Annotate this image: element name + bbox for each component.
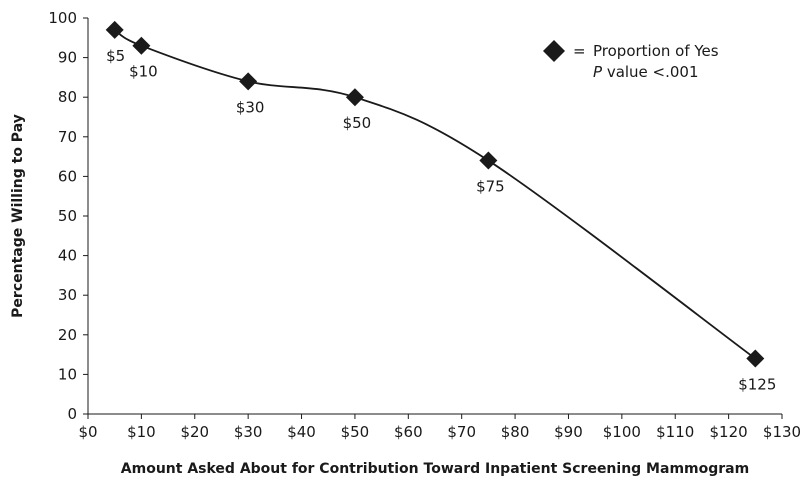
legend-note-rest: value <.001: [602, 63, 698, 81]
x-tick-label: $10: [127, 423, 156, 441]
point-labels: $5$10 $30 $50 $75 $125: [106, 47, 776, 394]
data-point-marker: [105, 20, 124, 39]
legend-note-italic: P: [593, 63, 603, 81]
x-tick-label: $110: [656, 423, 694, 441]
x-tick-label: $20: [180, 423, 209, 441]
y-ticks: 0 10 20 30 40 50 60 70 80 90 100: [48, 9, 88, 423]
y-tick-label: 40: [58, 247, 77, 265]
data-point-label: $5: [106, 47, 125, 65]
legend-label: Proportion of Yes: [593, 42, 719, 60]
data-point-label: $10: [129, 63, 158, 81]
data-point-marker: [479, 151, 498, 170]
legend-marker: [543, 40, 565, 62]
x-tick-label: $90: [554, 423, 583, 441]
y-tick-label: 0: [67, 405, 77, 423]
x-tick-label: $80: [501, 423, 530, 441]
data-point-label: $50: [343, 114, 372, 132]
x-tick-label: $0: [78, 423, 97, 441]
legend-note: P value <.001: [593, 63, 699, 81]
y-axis-title: Percentage Willing to Pay: [10, 114, 26, 318]
x-tick-label: $30: [234, 423, 263, 441]
x-axis-title: Amount Asked About for Contribution Towa…: [121, 461, 749, 477]
x-tick-label: $60: [394, 423, 423, 441]
y-tick-label: 70: [58, 128, 77, 146]
y-tick-label: 20: [58, 326, 77, 344]
x-tick-label: $50: [341, 423, 370, 441]
data-point-marker: [132, 36, 151, 55]
data-point-label: $125: [738, 376, 776, 394]
data-point-marker: [345, 88, 364, 107]
y-tick-label: 10: [58, 365, 77, 383]
y-tick-label: 30: [58, 286, 77, 304]
y-tick-label: 60: [58, 167, 77, 185]
legend-symbol: =: [573, 42, 586, 60]
data-point-marker: [239, 72, 258, 91]
x-tick-label: $70: [447, 423, 476, 441]
data-point-label: $30: [236, 98, 265, 116]
legend: = Proportion of Yes P value <.001: [543, 40, 719, 81]
markers: [105, 20, 765, 368]
x-tick-label: $130: [763, 423, 801, 441]
x-tick-label: $120: [710, 423, 748, 441]
data-point-marker: [746, 349, 765, 368]
x-tick-label: $40: [287, 423, 316, 441]
x-tick-label: $100: [603, 423, 641, 441]
y-tick-label: 90: [58, 49, 77, 67]
data-point-label: $75: [476, 178, 505, 196]
y-tick-label: 50: [58, 207, 77, 225]
y-tick-label: 80: [58, 88, 77, 106]
x-ticks: $0 $10 $20 $30 $40 $50 $60 $70 $80 $90 $100 $110 $12…: [78, 414, 801, 441]
y-tick-label: 100: [48, 9, 77, 27]
